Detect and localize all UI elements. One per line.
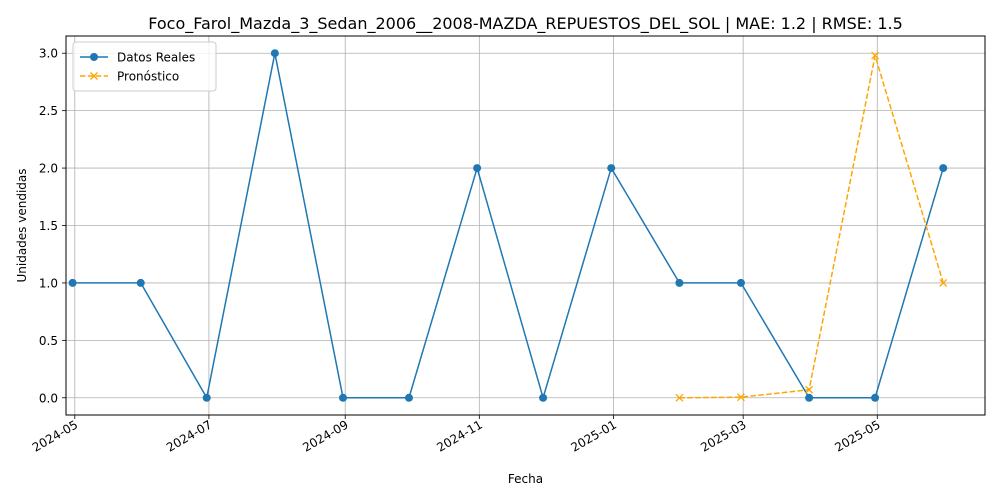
- y-tick-label: 0.5: [39, 334, 58, 348]
- series-pronostico: [675, 51, 948, 402]
- x-tick-label: 2024-11: [434, 417, 484, 454]
- y-tick-label: 1.5: [39, 219, 58, 233]
- series-line-datos-reales: [72, 52, 944, 399]
- data-point: [939, 278, 948, 287]
- data-point: [202, 393, 211, 402]
- series-line-pronostico: [679, 54, 944, 399]
- legend-label-pronostico: Pronóstico: [117, 70, 179, 84]
- data-point: [270, 49, 279, 58]
- data-point: [736, 278, 745, 287]
- x-tick-label: 2024-05: [30, 417, 80, 454]
- data-point: [675, 393, 684, 402]
- legend-marker-datos-reales: [90, 53, 98, 61]
- data-point: [136, 278, 145, 287]
- series-layer: [68, 49, 948, 402]
- y-tick-label: 3.0: [39, 47, 58, 61]
- legend-box: [72, 41, 217, 92]
- data-point: [675, 278, 684, 287]
- data-point: [473, 164, 482, 173]
- data-point: [339, 393, 348, 402]
- x-tick-label: 2024-07: [164, 417, 214, 454]
- data-point: [607, 164, 616, 173]
- data-point: [939, 164, 948, 173]
- data-point: [539, 393, 548, 402]
- x-axis-label: Fecha: [508, 472, 543, 486]
- legend-marker-pronostico: [90, 72, 98, 80]
- grid: [66, 36, 985, 415]
- x-tick-label: 2025-03: [698, 417, 748, 454]
- y-tick-label: 2.5: [39, 104, 58, 118]
- series-datos-reales: [68, 49, 948, 402]
- y-tick-label: 1.0: [39, 276, 58, 290]
- x-tick-label: 2025-05: [832, 417, 882, 454]
- data-point: [68, 278, 77, 287]
- x-tick-label: 2024-09: [300, 417, 350, 454]
- data-point: [404, 393, 413, 402]
- legend: Datos Reales Pronóstico: [72, 41, 217, 92]
- y-axis-label: Unidades vendidas: [15, 168, 29, 282]
- data-point: [805, 385, 814, 394]
- data-point: [736, 393, 745, 402]
- y-tick-label: 0.0: [39, 391, 58, 405]
- legend-label-datos-reales: Datos Reales: [117, 51, 195, 65]
- data-point: [871, 393, 880, 402]
- data-point: [805, 393, 814, 402]
- data-point: [871, 51, 880, 60]
- y-axis: 0.0 0.5 1.0 1.5 2.0 2.5 3.0: [39, 47, 66, 405]
- x-axis: 2024-05 2024-07 2024-09 2024-11 2025-01 2025-…: [30, 415, 883, 455]
- y-tick-label: 2.0: [39, 162, 58, 176]
- x-tick-label: 2025-01: [569, 417, 619, 454]
- chart-title: Foco_Farol_Mazda_3_Sedan_2006__2008-MAZD…: [148, 14, 903, 34]
